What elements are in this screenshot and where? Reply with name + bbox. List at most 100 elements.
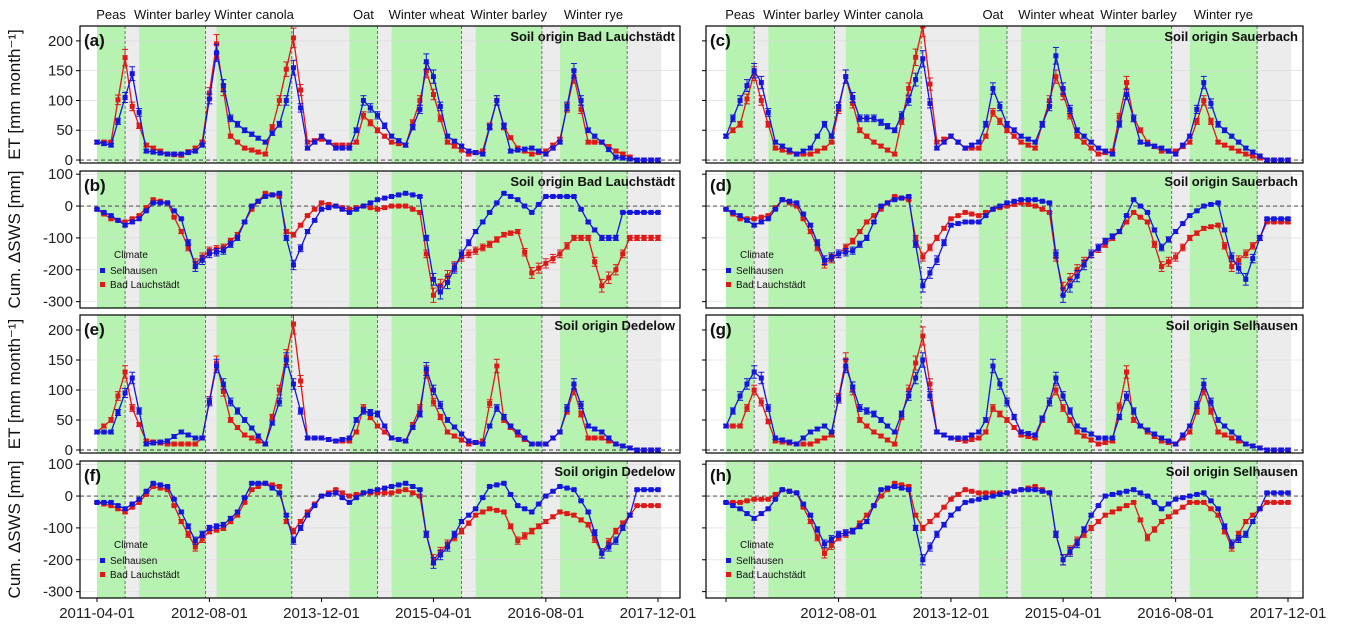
data-point-selhausen [565, 194, 570, 199]
data-point-bad-lauchstaedt [1138, 215, 1143, 220]
data-point-selhausen [445, 280, 450, 285]
data-point-selhausen [522, 436, 527, 441]
data-point-selhausen [1040, 199, 1045, 204]
y-tick-label: 150 [48, 63, 73, 80]
data-point-bad-lauchstaedt [857, 128, 862, 133]
data-point-selhausen [410, 425, 415, 430]
data-point-selhausen [1047, 104, 1052, 109]
data-point-selhausen [557, 140, 562, 145]
data-point-selhausen [836, 397, 841, 402]
data-point-selhausen [1019, 134, 1024, 139]
x-tick-label: 2016-08-01 [507, 605, 584, 622]
data-point-selhausen [347, 210, 352, 215]
data-point-selhausen [228, 242, 233, 247]
data-point-bad-lauchstaedt [649, 503, 654, 508]
data-point-selhausen [1103, 436, 1108, 441]
data-point-selhausen [389, 436, 394, 441]
data-point-selhausen [1159, 146, 1164, 151]
data-point-bad-lauchstaedt [305, 213, 310, 218]
data-point-selhausen [340, 437, 345, 442]
data-point-bad-lauchstaedt [635, 503, 640, 508]
data-point-selhausen [312, 140, 317, 145]
data-point-bad-lauchstaedt [1075, 430, 1080, 435]
data-point-selhausen [592, 134, 597, 139]
data-point-selhausen [948, 223, 953, 228]
data-point-selhausen [550, 194, 555, 199]
data-point-selhausen [284, 513, 289, 518]
crop-band [1257, 315, 1291, 453]
x-tick-label: 2015-04-01 [395, 605, 472, 622]
data-point-bad-lauchstaedt [892, 152, 897, 157]
data-point-bad-lauchstaedt [172, 442, 177, 447]
data-point-selhausen [249, 132, 254, 137]
data-point-selhausen [857, 242, 862, 247]
data-point-selhausen [656, 448, 661, 453]
data-point-selhausen [298, 105, 303, 110]
data-point-bad-lauchstaedt [1173, 255, 1178, 260]
x-tick-label: 2017-12-01 [620, 605, 697, 622]
data-point-selhausen [151, 441, 156, 446]
data-point-selhausen [1103, 149, 1108, 154]
data-point-selhausen [850, 248, 855, 253]
data-point-selhausen [571, 487, 576, 492]
data-point-selhausen [375, 197, 380, 202]
data-point-bad-lauchstaedt [579, 412, 584, 417]
data-point-selhausen [649, 448, 654, 453]
crop-band [627, 26, 661, 163]
y-tick-label: 0 [65, 198, 73, 215]
data-point-selhausen [368, 410, 373, 415]
data-point-bad-lauchstaedt [976, 146, 981, 151]
data-point-bad-lauchstaedt [766, 122, 771, 127]
data-point-selhausen [256, 136, 261, 141]
data-point-bad-lauchstaedt [976, 436, 981, 441]
data-point-bad-lauchstaedt [1075, 134, 1080, 139]
data-point-bad-lauchstaedt [1019, 140, 1024, 145]
data-point-selhausen [543, 494, 548, 499]
data-point-selhausen [186, 240, 191, 245]
crop-band [392, 461, 462, 598]
data-point-selhausen [1033, 140, 1038, 145]
data-point-selhausen [843, 364, 848, 369]
data-point-selhausen [815, 240, 820, 245]
data-point-selhausen [641, 210, 646, 215]
data-point-selhausen [579, 498, 584, 503]
data-point-selhausen [1075, 424, 1080, 429]
data-point-selhausen [494, 98, 499, 103]
data-point-selhausen [508, 492, 513, 497]
data-point-selhausen [144, 149, 149, 154]
data-point-selhausen [1138, 204, 1143, 209]
data-point-selhausen [1053, 251, 1058, 256]
data-point-selhausen [515, 197, 520, 202]
data-point-bad-lauchstaedt [249, 148, 254, 153]
data-point-selhausen [410, 192, 415, 197]
data-point-selhausen [158, 440, 163, 445]
data-point-selhausen [1194, 208, 1199, 213]
data-point-selhausen [1005, 122, 1010, 127]
data-point-selhausen [487, 424, 492, 429]
data-point-selhausen [1243, 277, 1248, 282]
data-point-selhausen [1061, 86, 1066, 91]
data-point-selhausen [1124, 213, 1129, 218]
data-point-bad-lauchstaedt [1053, 388, 1058, 393]
data-point-selhausen [242, 219, 247, 224]
data-point-selhausen [494, 482, 499, 487]
data-point-selhausen [452, 532, 457, 537]
data-point-selhausen [864, 235, 869, 240]
data-point-selhausen [752, 370, 757, 375]
data-point-bad-lauchstaedt [242, 433, 247, 438]
legend-swatch [726, 282, 731, 287]
plot-area [80, 26, 680, 163]
data-point-selhausen [459, 144, 464, 149]
data-point-bad-lauchstaedt [172, 215, 177, 220]
data-point-selhausen [214, 250, 219, 255]
data-point-selhausen [620, 156, 625, 161]
y-tick-label: -300 [43, 584, 73, 601]
data-point-selhausen [1145, 210, 1150, 215]
crop-band [349, 171, 377, 308]
data-point-bad-lauchstaedt [656, 235, 661, 240]
data-point-selhausen [326, 437, 331, 442]
data-point-bad-lauchstaedt [766, 419, 771, 424]
data-point-bad-lauchstaedt [263, 152, 268, 157]
data-point-selhausen [1026, 431, 1031, 436]
data-point-selhausen [983, 418, 988, 423]
